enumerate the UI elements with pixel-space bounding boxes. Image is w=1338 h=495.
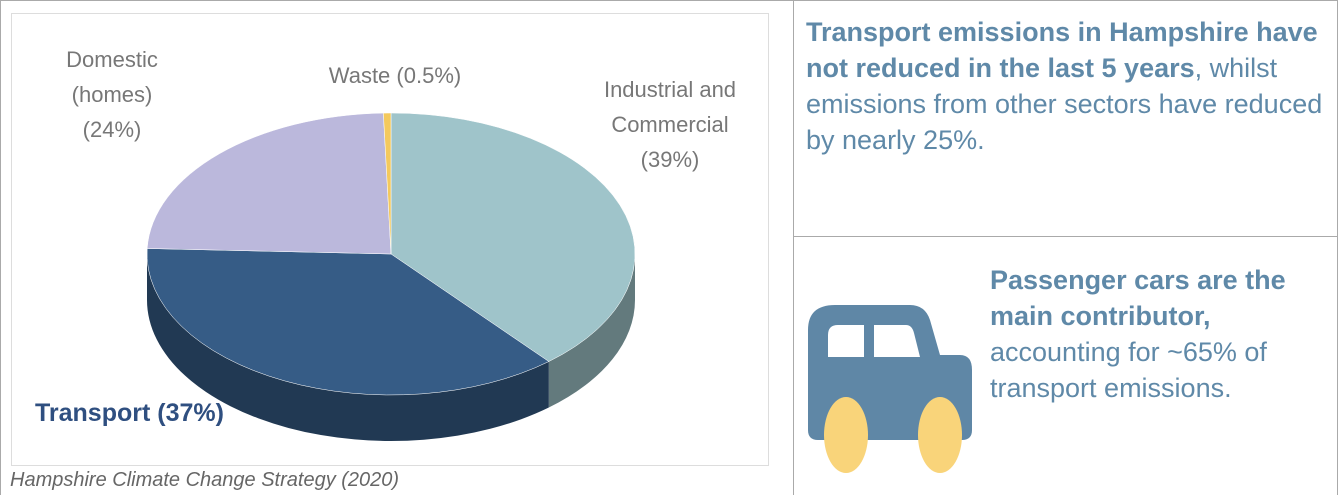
value-label: (37%): [157, 399, 224, 427]
pie-label: Domestic (homes) (24%): [52, 42, 172, 147]
panel-normal: accounting for ~65% of transport emissio…: [990, 337, 1267, 403]
pie-slice: [383, 112, 392, 255]
category-label: Industrial and Commercial: [603, 77, 737, 137]
car-windows: [828, 325, 920, 357]
pie-label: Industrial and Commercial (39%): [575, 72, 765, 177]
pie-side: [548, 254, 635, 408]
category-label: Domestic (homes): [66, 47, 158, 107]
category-label: Waste: [328, 63, 391, 88]
panel-bold: Transport emissions in Hampshire have no…: [806, 17, 1318, 83]
pie-slice: [146, 112, 392, 255]
category-label: Transport: [35, 399, 151, 427]
pie-chart: [146, 112, 636, 441]
panel-normal: , whilst emissions from other sectors ha…: [806, 53, 1323, 155]
chart-frame: [11, 13, 769, 466]
divider: [793, 236, 1338, 237]
pie-label: Waste (0.5%): [290, 58, 500, 93]
car-wheel: [918, 397, 962, 473]
panel-text: Passenger cars are the main contributor,…: [990, 262, 1330, 406]
pie-slice: [146, 248, 550, 396]
pie-slice: [390, 112, 636, 362]
car-icon: [808, 305, 972, 473]
source: Hampshire Climate Change Strategy (2020): [10, 469, 400, 491]
pie-label: Transport (37%): [35, 396, 435, 431]
value-label: (0.5%): [396, 63, 462, 88]
value-label: (39%): [640, 147, 700, 172]
panel-text: Transport emissions in Hampshire have no…: [806, 14, 1326, 158]
car-wheel: [824, 397, 868, 473]
pie-side: [146, 254, 549, 441]
value-label: (24%): [82, 117, 142, 142]
panel-bold: Passenger cars are the main contributor,: [990, 265, 1286, 331]
